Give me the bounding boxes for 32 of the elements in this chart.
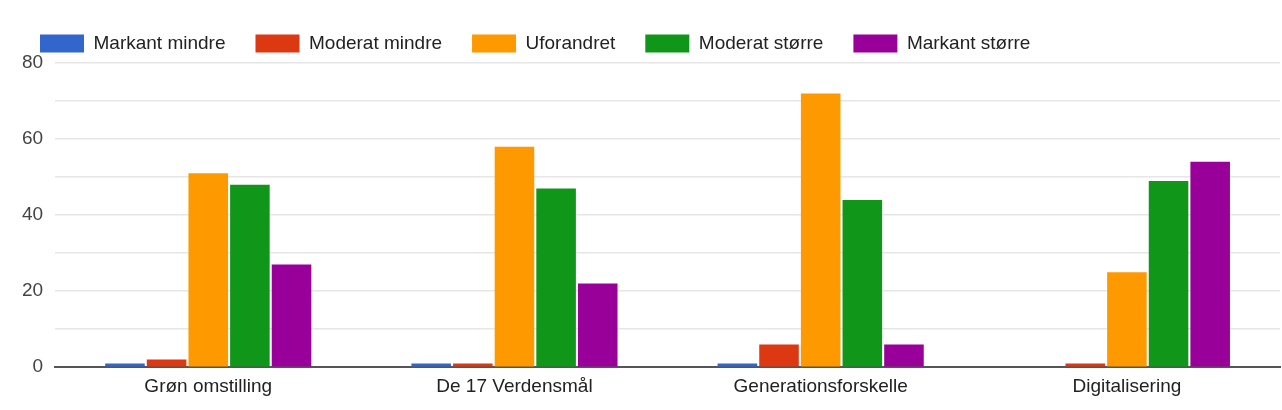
y-tick-label: 0: [32, 355, 44, 377]
bar: [1148, 180, 1189, 367]
bar: [577, 283, 618, 367]
bar: [536, 188, 576, 367]
legend-label: Moderat mindre: [308, 31, 443, 53]
legend-label: Markant mindre: [93, 31, 226, 53]
bar: [717, 363, 758, 367]
bar: [188, 173, 229, 367]
bar: [494, 146, 535, 367]
bar: [1107, 272, 1147, 367]
bar: [271, 264, 312, 367]
x-tick-label: Generationsforskelle: [733, 374, 908, 396]
bar: [759, 344, 799, 367]
bar: [842, 199, 883, 367]
y-tick-label: 80: [21, 51, 44, 73]
bar: [411, 363, 451, 367]
x-tick-label: Grøn omstilling: [144, 374, 273, 396]
bar: [800, 93, 841, 367]
y-tick-label: 20: [21, 279, 44, 301]
legend-label: Uforandret: [525, 31, 617, 53]
y-tick-label: 40: [21, 203, 44, 225]
x-tick-label: Digitalisering: [1072, 374, 1182, 396]
bar: [230, 184, 270, 367]
y-tick-label: 60: [21, 127, 44, 149]
x-tick-label: De 17 Verdensmål: [436, 374, 593, 396]
bar: [884, 344, 924, 367]
bar: [1190, 161, 1230, 367]
bar: [453, 363, 493, 367]
bar: [105, 363, 145, 367]
legend-label: Markant større: [906, 31, 1031, 53]
bar: [1065, 363, 1106, 367]
legend-label: Moderat større: [698, 31, 824, 53]
